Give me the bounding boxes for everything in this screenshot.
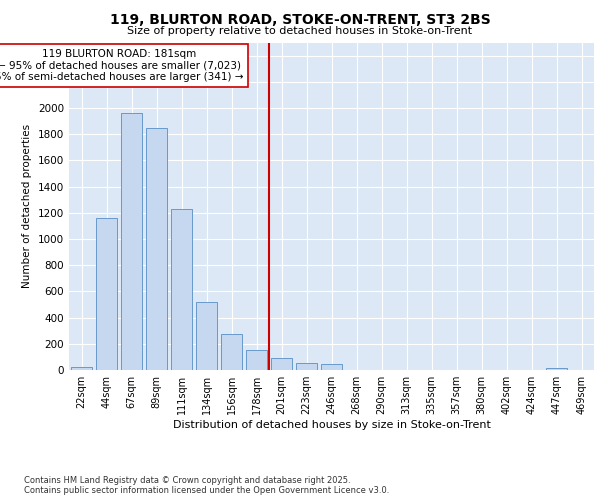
Text: 119, BLURTON ROAD, STOKE-ON-TRENT, ST3 2BS: 119, BLURTON ROAD, STOKE-ON-TRENT, ST3 2… <box>110 12 490 26</box>
Bar <box>296 364 317 370</box>
Y-axis label: Number of detached properties: Number of detached properties <box>22 124 32 288</box>
Bar <box>221 334 242 370</box>
Bar <box>121 113 142 370</box>
Text: Contains HM Land Registry data © Crown copyright and database right 2025.
Contai: Contains HM Land Registry data © Crown c… <box>24 476 389 495</box>
X-axis label: Distribution of detached houses by size in Stoke-on-Trent: Distribution of detached houses by size … <box>173 420 490 430</box>
Bar <box>271 358 292 370</box>
Text: Size of property relative to detached houses in Stoke-on-Trent: Size of property relative to detached ho… <box>127 26 473 36</box>
Bar <box>546 368 567 370</box>
Bar <box>246 350 267 370</box>
Bar <box>321 364 342 370</box>
Bar <box>71 366 92 370</box>
Bar <box>96 218 117 370</box>
Bar <box>146 128 167 370</box>
Text: 119 BLURTON ROAD: 181sqm
← 95% of detached houses are smaller (7,023)
5% of semi: 119 BLURTON ROAD: 181sqm ← 95% of detach… <box>0 49 243 82</box>
Bar <box>196 302 217 370</box>
Bar <box>171 209 192 370</box>
